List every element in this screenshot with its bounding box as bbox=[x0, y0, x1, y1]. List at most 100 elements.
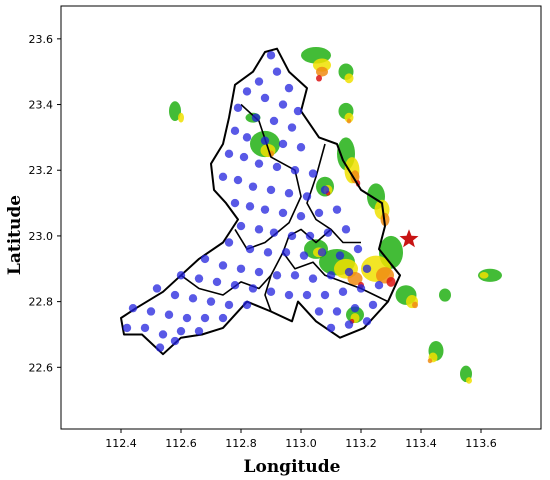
station-point bbox=[332, 307, 342, 316]
station-point bbox=[224, 300, 234, 310]
station-point bbox=[350, 303, 360, 313]
y-tick-label: 23.6 bbox=[29, 33, 54, 46]
radar-echo-cell bbox=[427, 358, 433, 364]
station-point bbox=[362, 264, 372, 273]
station-point bbox=[248, 182, 258, 191]
station-point bbox=[302, 290, 312, 300]
station-point bbox=[182, 313, 192, 323]
x-tick-label: 113.4 bbox=[405, 437, 437, 450]
station-point bbox=[218, 172, 228, 181]
x-tick-label: 112.6 bbox=[165, 437, 197, 450]
y-tick-label: 23.2 bbox=[29, 164, 54, 177]
station-point bbox=[281, 248, 291, 257]
radar-echo-cell bbox=[346, 118, 352, 124]
station-point bbox=[287, 123, 297, 132]
station-point bbox=[305, 231, 315, 241]
station-point bbox=[152, 284, 162, 293]
inner-boundary bbox=[180, 274, 272, 296]
station-point bbox=[344, 267, 354, 277]
station-point bbox=[299, 251, 309, 260]
station-point bbox=[314, 307, 324, 316]
station-point bbox=[278, 208, 288, 218]
station-point bbox=[239, 152, 249, 162]
station-point bbox=[236, 264, 246, 273]
station-point bbox=[200, 254, 210, 264]
radar-echo-cell bbox=[344, 73, 354, 84]
station-point bbox=[251, 113, 261, 122]
station-point bbox=[320, 185, 330, 195]
station-point bbox=[218, 261, 228, 270]
station-point bbox=[302, 192, 312, 201]
x-axis-ticks: 112.4 112.6 112.8 113.0 113.2 113.4 113.6 bbox=[105, 429, 497, 450]
station-point bbox=[272, 271, 282, 280]
station-point bbox=[335, 251, 345, 260]
station-point bbox=[188, 294, 198, 303]
radar-echo-cell bbox=[350, 170, 360, 184]
station-point bbox=[212, 277, 222, 287]
radar-echo-cell bbox=[479, 272, 489, 279]
station-point bbox=[353, 244, 363, 254]
station-point bbox=[155, 343, 165, 352]
station-point bbox=[128, 303, 138, 313]
radar-echo-cell bbox=[344, 112, 354, 123]
star-icon bbox=[399, 229, 419, 248]
station-point bbox=[194, 326, 204, 336]
station-point bbox=[266, 287, 276, 296]
station-point bbox=[326, 271, 336, 280]
station-point bbox=[254, 159, 264, 168]
inner-boundary bbox=[306, 143, 361, 244]
station-point bbox=[344, 320, 354, 329]
station-point bbox=[356, 284, 366, 293]
station-point bbox=[362, 317, 372, 326]
station-point bbox=[170, 336, 180, 346]
y-axis-ticks: 22.6 22.8 23.0 23.2 23.4 23.6 bbox=[29, 33, 61, 374]
station-point bbox=[230, 198, 240, 208]
station-points-layer bbox=[122, 51, 384, 352]
station-point bbox=[332, 205, 342, 214]
station-point bbox=[260, 136, 270, 145]
x-tick-label: 113.6 bbox=[465, 437, 497, 450]
x-tick-label: 113.0 bbox=[285, 437, 317, 450]
x-axis-title: Longitude bbox=[244, 457, 341, 477]
station-point bbox=[323, 228, 333, 237]
station-point bbox=[284, 83, 294, 93]
inner-boundary bbox=[264, 251, 284, 312]
station-point bbox=[230, 280, 240, 290]
station-point bbox=[272, 67, 282, 76]
star-marker-layer bbox=[399, 229, 419, 248]
station-point bbox=[218, 313, 228, 323]
station-point bbox=[368, 300, 378, 310]
radar-echo-cell bbox=[313, 58, 331, 72]
station-point bbox=[122, 323, 132, 333]
station-point bbox=[263, 248, 273, 257]
y-tick-label: 22.6 bbox=[29, 361, 54, 374]
radar-echo-cell bbox=[386, 276, 396, 287]
y-tick-label: 22.8 bbox=[29, 296, 54, 309]
station-point bbox=[224, 149, 234, 159]
radar-echo-cell bbox=[169, 101, 181, 121]
radar-echo-cell bbox=[439, 288, 451, 302]
station-point bbox=[266, 51, 276, 60]
station-point bbox=[314, 208, 324, 218]
radar-echo-cell bbox=[316, 66, 328, 77]
station-point bbox=[248, 284, 258, 293]
station-point bbox=[269, 116, 279, 126]
station-point bbox=[290, 166, 300, 175]
station-point bbox=[296, 212, 306, 221]
station-point bbox=[170, 290, 180, 300]
station-point bbox=[284, 290, 294, 300]
radar-echo-cell bbox=[466, 377, 472, 384]
station-point bbox=[296, 143, 306, 152]
station-point bbox=[233, 103, 243, 113]
region-boundary-layer bbox=[120, 47, 401, 356]
y-tick-label: 23.4 bbox=[29, 99, 54, 112]
station-point bbox=[269, 228, 279, 237]
station-point bbox=[158, 330, 168, 339]
y-axis-title: Latitude bbox=[5, 195, 25, 275]
station-point bbox=[242, 87, 252, 96]
radar-echo-cell bbox=[412, 301, 418, 309]
station-point bbox=[245, 244, 255, 254]
station-point bbox=[194, 274, 204, 283]
station-point bbox=[254, 225, 264, 234]
station-point bbox=[200, 313, 210, 323]
